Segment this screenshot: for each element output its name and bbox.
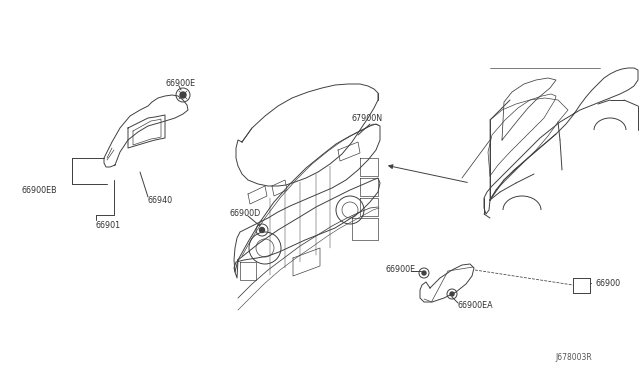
Text: 66940: 66940 [148, 196, 173, 205]
Text: 66900EA: 66900EA [458, 301, 493, 311]
Circle shape [180, 92, 186, 98]
Text: 66900EB: 66900EB [22, 186, 58, 195]
Text: 66900: 66900 [595, 279, 620, 288]
Text: 66900E: 66900E [165, 78, 195, 87]
Text: J678003R: J678003R [555, 353, 592, 362]
Text: 67900N: 67900N [352, 113, 383, 122]
Circle shape [450, 292, 454, 296]
Circle shape [259, 228, 264, 232]
Text: 66900D: 66900D [230, 208, 261, 218]
Circle shape [422, 271, 426, 275]
Text: 66900E: 66900E [385, 266, 415, 275]
Text: 66901: 66901 [96, 221, 121, 230]
